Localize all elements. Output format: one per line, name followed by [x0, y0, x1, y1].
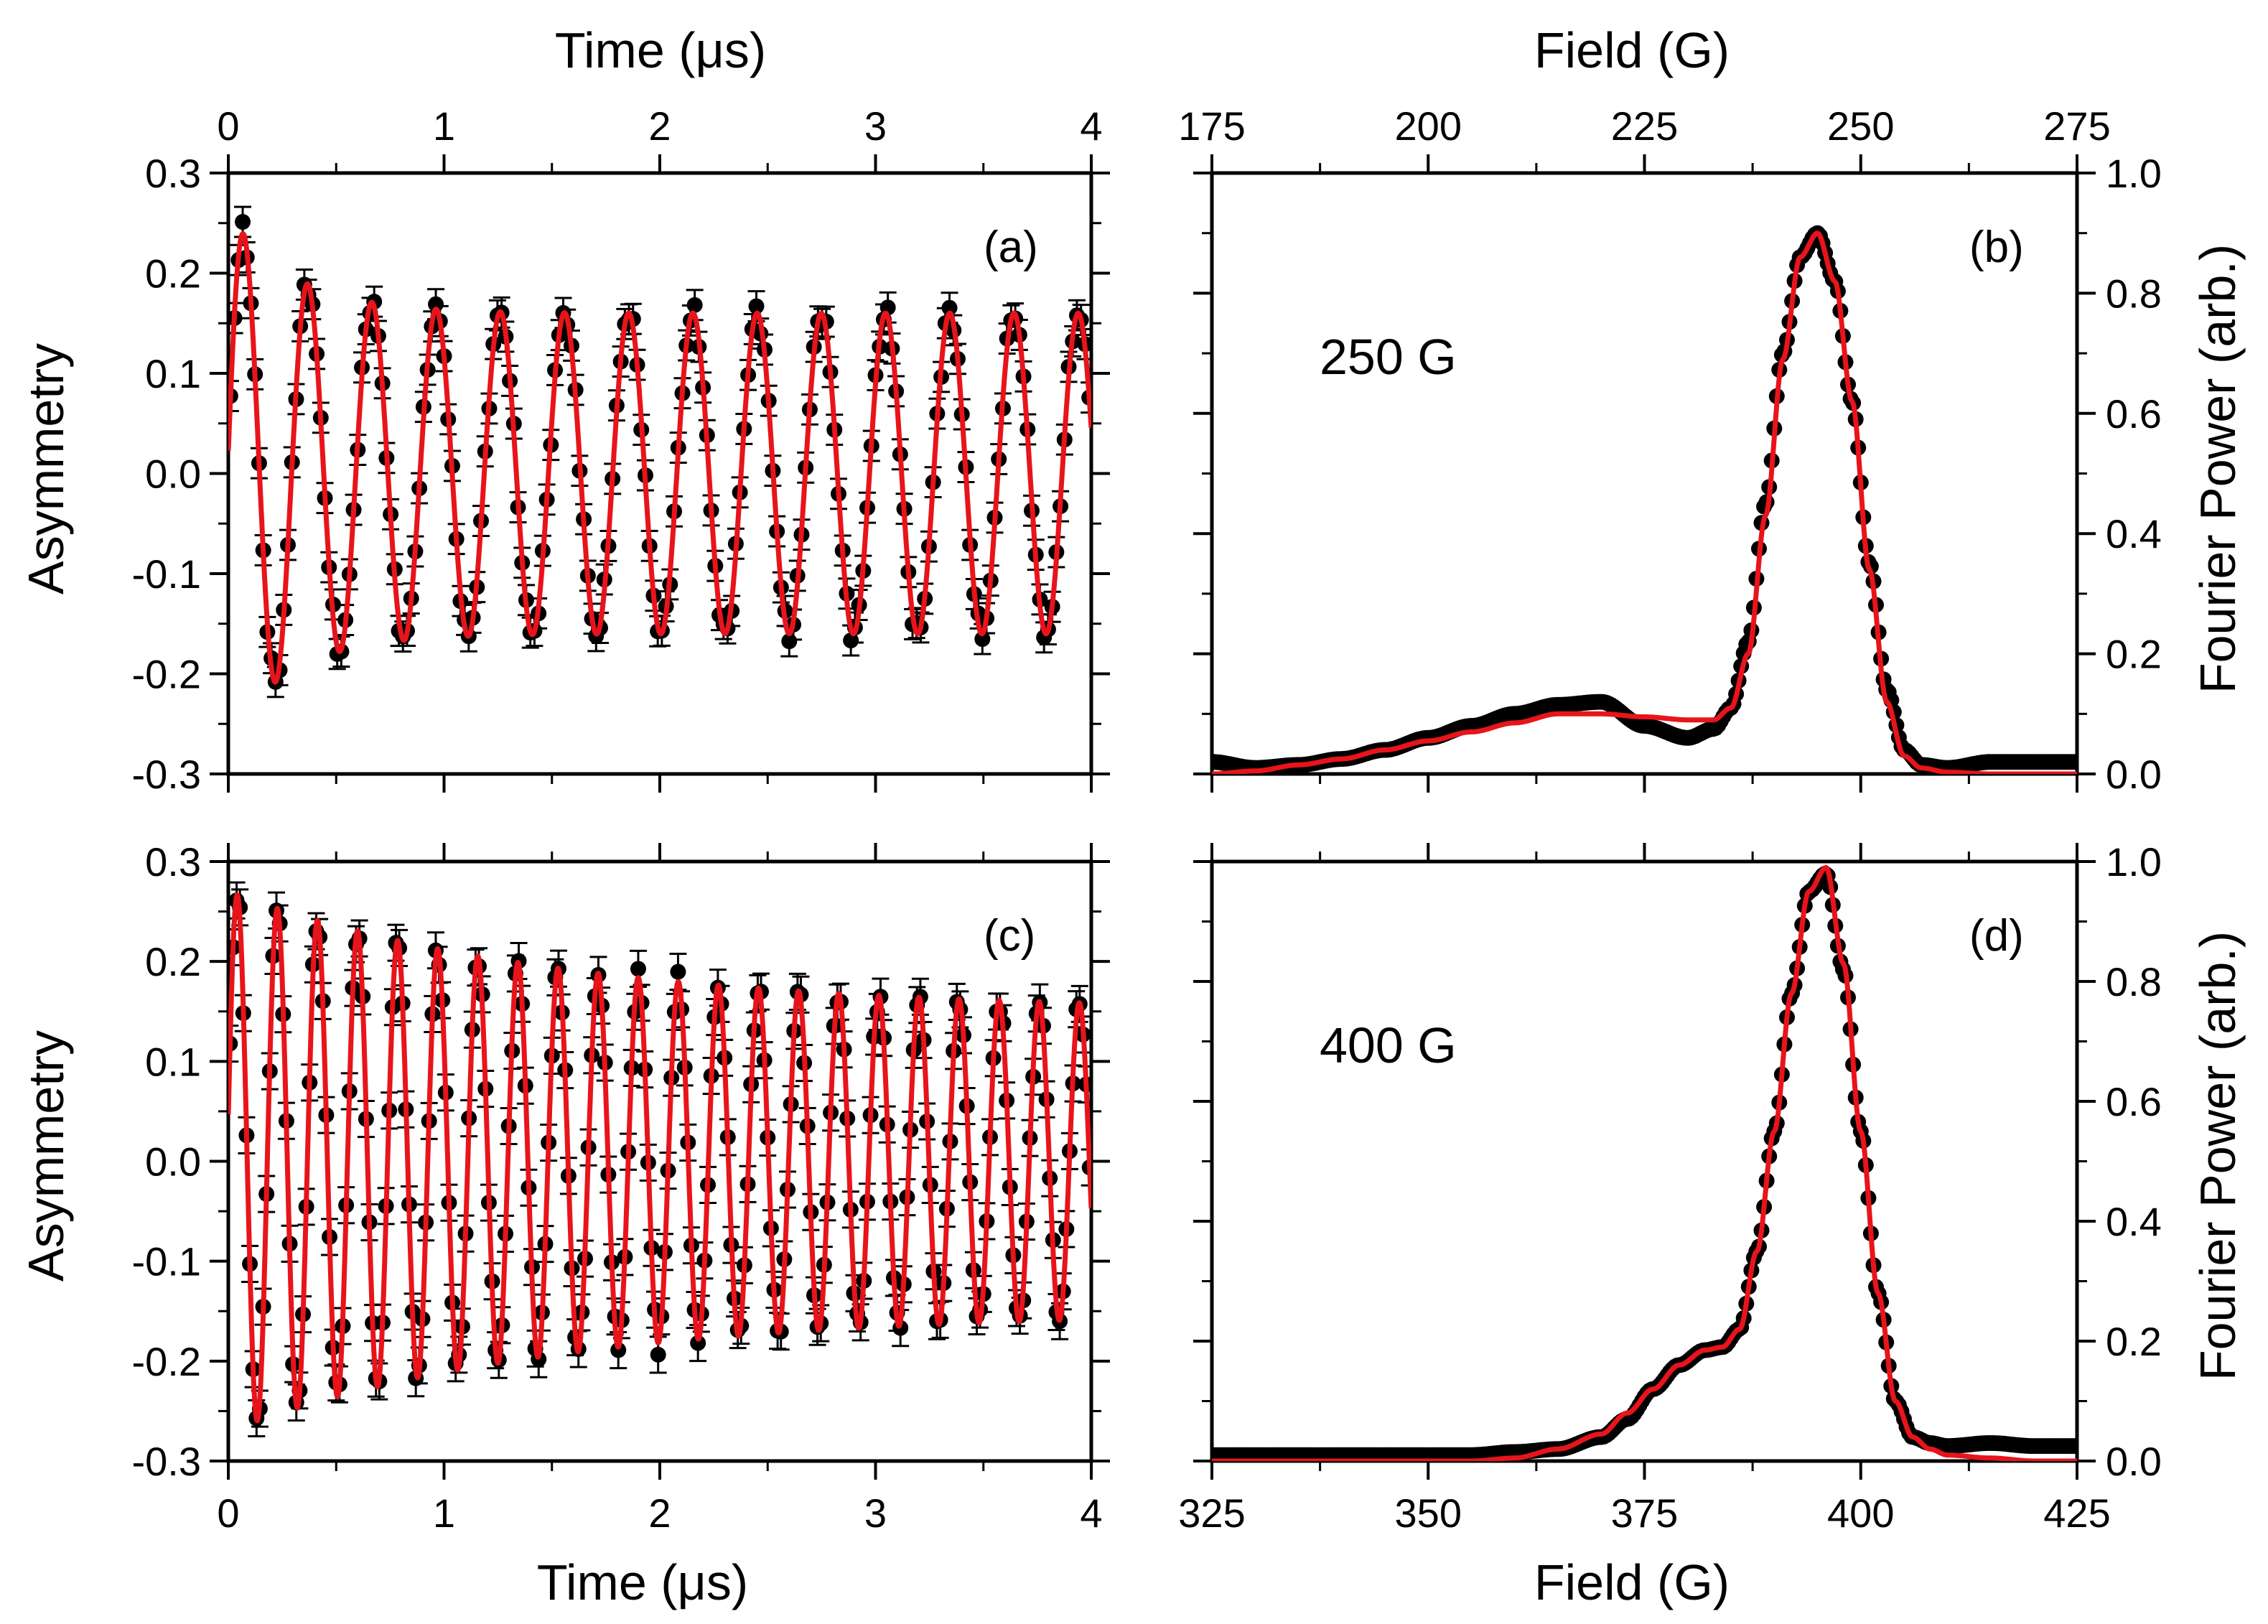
panel-d-y-tick-label: 1.0: [2106, 839, 2162, 885]
panel-d-x-tick-label: 375: [1611, 1490, 1678, 1536]
panel-a-plot-area: [228, 205, 1091, 699]
panel-b-y-tick-label: 0.0: [2106, 752, 2162, 797]
panel-c-x-tick-label: 0: [217, 1490, 239, 1536]
panel-d-label: (d): [1969, 911, 2024, 961]
panel-a-y-tick-label: 0.2: [145, 251, 201, 297]
panel-b-field-annotation: 250 G: [1320, 329, 1457, 385]
panel-d-fit-line: [1212, 864, 2077, 1461]
panel-a-fit-line: [228, 231, 1091, 685]
panel-c-data-point: [690, 1335, 706, 1351]
top-right-axis-title: Field (G): [1534, 22, 1730, 78]
panel-b-x-tick-label-top: 250: [1827, 103, 1894, 149]
y-axis-title-top-right: Fourier Power (arb.): [2190, 244, 2246, 694]
panel-c-fit-line: [228, 892, 1091, 1424]
panel-b-data-point: [2069, 754, 2077, 770]
panel-a-x-tick-label-top: 3: [864, 103, 887, 149]
panel-c-y-tick-label: 0.2: [145, 939, 201, 984]
panel-a-x-tick-label-top: 2: [648, 103, 671, 149]
panel-b-label: (b): [1969, 223, 2024, 272]
panel-c-y-tick-label: -0.1: [132, 1239, 202, 1284]
panel-d-field-annotation: 400 G: [1320, 1017, 1457, 1073]
bottom-left-axis-title: Time (μs): [537, 1554, 748, 1610]
panel-a-y-tick-label: 0.0: [145, 452, 201, 497]
bottom-right-axis-title: Field (G): [1534, 1554, 1730, 1610]
panel-b-y-tick-label: 0.8: [2106, 271, 2162, 316]
panel-b-x-tick-label-top: 200: [1395, 103, 1462, 149]
panel-c-data-point: [670, 963, 686, 980]
y-axis-title-bottom-right: Fourier Power (arb.): [2190, 931, 2246, 1381]
panel-c-x-tick-label: 2: [648, 1490, 671, 1536]
panel-c-data-point: [630, 961, 646, 977]
panel-b-fit-line: [1212, 230, 2077, 774]
panel-c-y-tick-label: 0.0: [145, 1139, 201, 1185]
panel-a-y-tick-label: 0.1: [145, 351, 201, 396]
panel-b-y-tick-label: 1.0: [2106, 151, 2162, 196]
panel-c-x-tick-label: 1: [433, 1490, 455, 1536]
panel-a-y-tick-label: -0.2: [132, 652, 202, 697]
panel-a-data-point: [748, 298, 765, 314]
panel-c-y-tick-label: -0.3: [132, 1439, 202, 1484]
panel-b-x-tick-label-top: 225: [1611, 103, 1678, 149]
panel-c-y-tick-label: -0.2: [132, 1339, 202, 1384]
panel-a-label: (a): [984, 223, 1038, 272]
panel-d-y-tick-label: 0.2: [2106, 1319, 2162, 1364]
panel-a-y-tick-label: -0.3: [132, 752, 202, 797]
panel-d-plot-area: [1212, 864, 2077, 1461]
panel-d-x-tick-label: 425: [2043, 1490, 2110, 1536]
y-axis-title-bottom-left: Asymmetry: [18, 1030, 74, 1282]
panel-d-data-point: [2069, 1438, 2077, 1455]
panel-c-x-tick-label: 3: [864, 1490, 887, 1536]
data-layer: [228, 205, 2077, 1461]
panel-c-y-tick-label: 0.1: [145, 1039, 201, 1084]
panel-c-plot-area: [228, 881, 1091, 1437]
panel-b-y-tick-label: 0.4: [2106, 511, 2162, 556]
panel-d-frame: [1210, 859, 2079, 1463]
panel-a-y-tick-label: -0.1: [132, 551, 202, 597]
panel-b-y-tick-label: 0.6: [2106, 391, 2162, 437]
panel-d-y-tick-label: 0.8: [2106, 959, 2162, 1004]
panel-c-label: (c): [984, 911, 1035, 961]
panel-d-y-tick-label: 0.6: [2106, 1079, 2162, 1124]
panel-d-y-tick-label: 0.0: [2106, 1439, 2162, 1484]
panel-a-data-point: [686, 297, 703, 313]
panel-d-y-tick-label: 0.4: [2106, 1199, 2162, 1244]
panel-a-x-tick-label-top: 4: [1080, 103, 1102, 149]
panel-b-y-tick-label: 0.2: [2106, 632, 2162, 677]
panel-b-x-tick-label-top: 275: [2043, 103, 2110, 149]
panel-d-x-tick-label: 350: [1395, 1490, 1462, 1536]
panel-a-x-tick-label-top: 0: [217, 103, 239, 149]
panel-c-x-tick-label: 4: [1080, 1490, 1102, 1536]
panel-d-x-tick-label: 325: [1178, 1490, 1245, 1536]
panel-c-y-tick-label: 0.3: [145, 839, 201, 885]
panel-b-x-tick-label-top: 175: [1178, 103, 1245, 149]
panel-b-frame: [1210, 171, 2079, 776]
panel-b-plot-area: [1212, 225, 2077, 774]
panel-a-x-tick-label-top: 1: [433, 103, 455, 149]
ticks-layer: [210, 154, 2096, 1480]
labels-layer: 0 1 2 3 4-0.3-0.2-0.10.00.10.20.3(a)175 200 22…: [132, 103, 2162, 1536]
panel-a-y-tick-label: 0.3: [145, 151, 201, 196]
panel-a-data-point: [941, 299, 958, 316]
top-left-axis-title: Time (μs): [555, 22, 766, 78]
panel-c-data-point: [650, 1346, 666, 1363]
panel-a-data-point: [974, 631, 991, 648]
panel-c-data-point: [610, 1342, 627, 1358]
panel-a-data-point: [235, 214, 251, 230]
y-axis-title-top-left: Asymmetry: [18, 343, 74, 594]
panel-d-x-tick-label: 400: [1827, 1490, 1894, 1536]
